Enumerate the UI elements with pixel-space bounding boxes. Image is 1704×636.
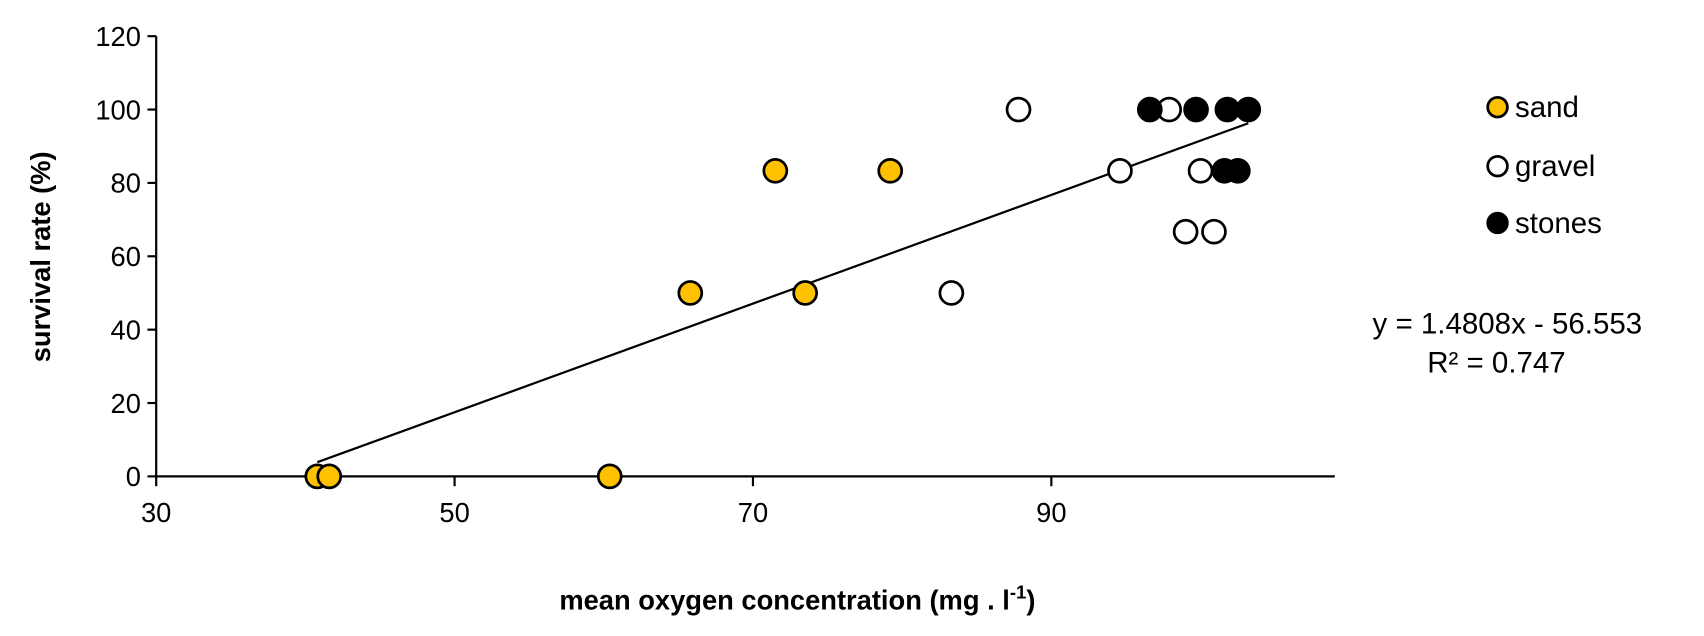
y-ticks: 0 20 40 60 80 100 120 — [95, 21, 157, 492]
data-point-sand — [677, 280, 704, 306]
data-point-gravel — [1005, 96, 1032, 123]
data-point-gravel — [1201, 218, 1227, 245]
trend-equation: y = 1.4808x - 56.553 — [1373, 307, 1643, 340]
series-gravel — [938, 96, 1227, 306]
data-point-gravel — [1187, 157, 1214, 184]
x-ticks: 30 50 70 90 — [141, 476, 1067, 528]
x-axis-label: mean oxygen concentration (mg . l-1) — [559, 582, 1035, 616]
legend-item-gravel: gravel — [1486, 150, 1595, 183]
series-sand — [304, 157, 904, 490]
data-point-sand — [877, 157, 904, 184]
data-point-gravel — [1172, 218, 1199, 245]
trendline — [316, 122, 1249, 464]
data-point-sand — [316, 463, 343, 490]
x-tick-label: 90 — [1036, 497, 1066, 528]
legend-item-sand: sand — [1486, 91, 1579, 124]
r-squared: R² = 0.747 — [1427, 347, 1566, 380]
x-tick-label: 70 — [738, 497, 768, 528]
y-tick-label: 20 — [111, 388, 141, 419]
data-point-sand — [596, 463, 623, 490]
legend: sand gravel stones — [1486, 91, 1602, 240]
data-point-stones — [1235, 96, 1262, 123]
trendline-path — [316, 122, 1249, 464]
data-point-gravel — [1107, 157, 1133, 184]
data-point-sand — [762, 157, 789, 184]
data-point-sand — [792, 280, 819, 306]
legend-marker-stones — [1486, 211, 1509, 235]
x-tick-label: 50 — [439, 497, 469, 528]
y-tick-label: 120 — [95, 21, 141, 52]
legend-label-sand: sand — [1515, 91, 1579, 124]
data-point-stones — [1214, 96, 1241, 123]
series-stones — [1136, 96, 1262, 184]
y-tick-label: 100 — [95, 94, 141, 125]
y-tick-label: 0 — [126, 461, 141, 492]
legend-label-stones: stones — [1515, 207, 1602, 240]
legend-label-gravel: gravel — [1515, 150, 1595, 183]
y-tick-label: 60 — [111, 241, 141, 272]
legend-marker-sand — [1486, 95, 1509, 119]
data-points — [304, 96, 1262, 490]
legend-marker-gravel — [1486, 154, 1509, 178]
y-tick-label: 80 — [111, 168, 141, 199]
x-tick-label: 30 — [141, 497, 171, 528]
y-tick-label: 40 — [111, 314, 141, 345]
legend-item-stones: stones — [1486, 207, 1602, 240]
data-point-gravel — [938, 280, 965, 306]
y-axis-label: survival rate (%) — [25, 151, 56, 362]
data-point-stones — [1136, 96, 1163, 123]
data-point-stones — [1224, 157, 1251, 184]
data-point-stones — [1183, 96, 1209, 123]
